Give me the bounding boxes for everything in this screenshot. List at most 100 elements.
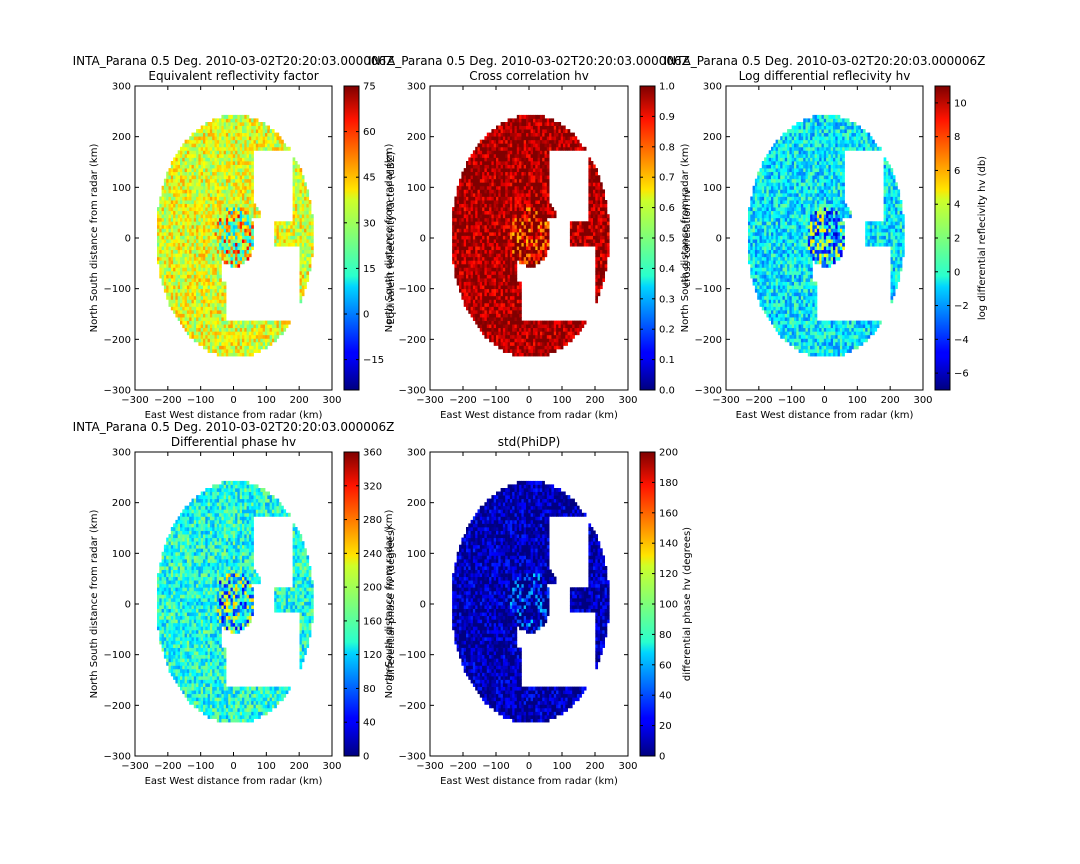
chart-title: INTA_Parana 0.5 Deg. 2010-03-02T20:20:03…	[368, 54, 690, 68]
colorbar-tick-label: 80	[659, 630, 672, 641]
y-tick-label: 0	[125, 234, 131, 245]
chart-title: INTA_Parana 0.5 Deg. 2010-03-02T20:20:03…	[73, 420, 395, 434]
radar-panel-3: −300−300−200−200−100−1000010010020020030…	[664, 54, 988, 421]
y-tick-label: −100	[695, 284, 722, 295]
x-axis-label: East West distance from radar (km)	[736, 410, 914, 421]
y-tick-label: −200	[104, 335, 131, 346]
x-tick-label: 0	[230, 761, 236, 772]
colorbar-tick-label: 60	[363, 127, 376, 138]
chart-subtitle: Log differential reflecivity hv	[739, 69, 911, 83]
colorbar-tick-label: 0.5	[659, 234, 675, 245]
colorbar-tick-label: 40	[363, 718, 376, 729]
x-tick-label: −300	[416, 395, 443, 406]
y-tick-label: −300	[104, 386, 131, 397]
chart-title: INTA_Parana 0.5 Deg. 2010-03-02T20:20:03…	[664, 54, 986, 68]
colorbar-label: log differential reflecivity hv (db)	[977, 156, 988, 320]
x-tick-label: −200	[154, 395, 181, 406]
y-tick-label: −200	[104, 701, 131, 712]
x-tick-label: −300	[712, 395, 739, 406]
colorbar-tick-label: 0.2	[659, 325, 675, 336]
x-tick-label: 200	[881, 395, 900, 406]
chart-subtitle: Equivalent reflectivity factor	[148, 69, 318, 83]
chart-subtitle: std(PhiDP)	[498, 435, 561, 449]
colorbar-label: cross correlation hv	[682, 189, 693, 287]
y-tick-label: −100	[399, 650, 426, 661]
colorbar-tick-label: 280	[363, 515, 382, 526]
y-tick-label: 300	[112, 82, 131, 93]
colorbar-tick-label: 6	[954, 166, 960, 177]
colorbar-tick-label: 2	[954, 234, 960, 245]
colorbar-tick-label: 0.7	[659, 173, 675, 184]
y-tick-label: −100	[399, 284, 426, 295]
colorbar-tick-label: 0	[659, 752, 665, 763]
colorbar-label: differential phase hv (degrees)	[386, 527, 397, 681]
y-axis-label: North South distance from radar (km)	[89, 144, 100, 333]
colorbar-tick-label: 4	[954, 200, 960, 211]
colorbar-tick-label: 0	[363, 752, 369, 763]
y-tick-label: 300	[407, 448, 426, 459]
colorbar-tick-label: 200	[363, 583, 382, 594]
radar-field	[157, 114, 314, 357]
x-tick-label: 0	[230, 395, 236, 406]
colorbar-tick-label: 10	[954, 98, 967, 109]
y-tick-label: 300	[703, 82, 722, 93]
y-tick-label: 100	[112, 183, 131, 194]
x-tick-label: 0	[526, 395, 532, 406]
colorbar-tick-label: 0.3	[659, 294, 675, 305]
radar-panel-1: −300−300 −200 −200 −100 −100 0 0 100 100 200 200 30…	[73, 54, 397, 421]
colorbar-tick-label: 0	[363, 310, 369, 321]
chart-title: INTA_Parana 0.5 Deg. 2010-03-02T20:20:03…	[73, 54, 395, 68]
colorbar-tick-label: 75	[363, 82, 376, 93]
y-tick-label: 200	[407, 498, 426, 509]
colorbar-tick-label: 200	[659, 448, 678, 459]
colorbar-tick-label: 160	[363, 616, 382, 627]
radar-field	[748, 114, 905, 357]
colorbar-tick-label: 100	[659, 600, 678, 611]
colorbar	[343, 85, 360, 391]
colorbar-label: Equivalent reflectivity factor (dBZ)	[386, 151, 397, 324]
radar-field	[452, 114, 610, 357]
chart-subtitle: Differential phase hv	[171, 435, 296, 449]
y-tick-label: 200	[703, 132, 722, 143]
y-tick-label: 100	[703, 183, 722, 194]
colorbar-tick-label: −6	[954, 369, 969, 380]
colorbar-tick-label: 0.1	[659, 355, 675, 366]
radar-field	[157, 480, 314, 723]
y-tick-label: 0	[420, 234, 426, 245]
chart-subtitle: Cross correlation hv	[469, 69, 589, 83]
x-tick-label: 200	[585, 395, 604, 406]
colorbar-tick-label: 0.0	[659, 386, 675, 397]
radar-field	[452, 480, 610, 723]
colorbar-tick-label: 20	[659, 721, 672, 732]
x-tick-label: −300	[121, 395, 148, 406]
y-axis-label: North South distance from radar (km)	[384, 510, 395, 699]
y-tick-label: 0	[420, 600, 426, 611]
x-tick-label: −300	[416, 761, 443, 772]
y-tick-label: 0	[125, 600, 131, 611]
x-tick-label: 300	[618, 761, 637, 772]
radar-panel-2: −300−300 −200 −200 −100 −100 0 0 100 100 200 200 30…	[368, 54, 693, 421]
x-tick-label: 200	[585, 761, 604, 772]
colorbar-tick-label: 240	[363, 549, 382, 560]
y-tick-label: 200	[407, 132, 426, 143]
colorbar-tick-label: −15	[363, 355, 384, 366]
y-axis-label: North South distance from radar (km)	[384, 144, 395, 333]
colorbar-tick-label: 15	[363, 264, 376, 275]
y-tick-label: 100	[407, 183, 426, 194]
x-tick-label: −100	[187, 395, 214, 406]
colorbar-tick-label: 8	[954, 132, 960, 143]
y-tick-label: −300	[399, 386, 426, 397]
colorbar-tick-label: 160	[659, 508, 678, 519]
colorbar-tick-label: 120	[659, 569, 678, 580]
x-axis-label: East West distance from radar (km)	[440, 776, 618, 787]
colorbar-tick-label: 80	[363, 684, 376, 695]
x-axis-label: East West distance from radar (km)	[145, 410, 323, 421]
x-tick-label: −300	[121, 761, 148, 772]
colorbar-tick-label: 60	[659, 660, 672, 671]
x-tick-label: 0	[526, 761, 532, 772]
colorbar-tick-label: −4	[954, 335, 969, 346]
x-tick-label: 300	[618, 395, 637, 406]
y-tick-label: −300	[399, 752, 426, 763]
colorbar-tick-label: 140	[659, 539, 678, 550]
